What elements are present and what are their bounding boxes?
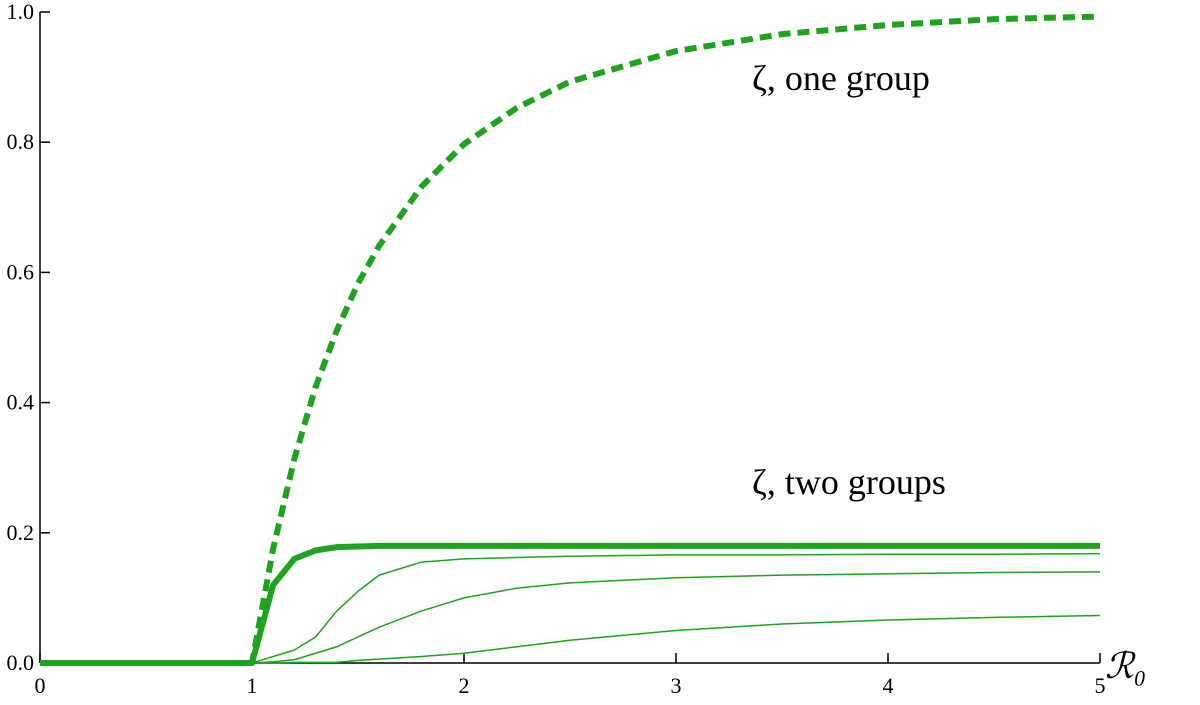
x-tick-label: 2 [459,673,470,698]
series-line [40,571,1101,664]
y-tick-label: 0.2 [7,520,35,545]
y-tick-label: 0.8 [7,129,35,154]
series-line [40,13,1101,666]
y-tick-label: 0.4 [7,390,35,415]
annotation: ζ, two groups [752,462,946,502]
series-line [40,614,1101,664]
annotation: ζ, one group [752,58,930,98]
y-tick-label: 0.6 [7,259,35,284]
series-line [40,552,1101,664]
x-tick-label: 3 [671,673,682,698]
x-tick-label: 5 [1095,673,1106,698]
x-axis-label: ℛ₀ [1105,646,1146,686]
y-tick-label: 1.0 [7,0,35,24]
y-tick-label: 0.0 [7,650,35,675]
x-tick-label: 1 [247,673,258,698]
x-tick-label: 4 [883,673,894,698]
series-line [40,542,1100,666]
x-tick-label: 0 [35,673,46,698]
